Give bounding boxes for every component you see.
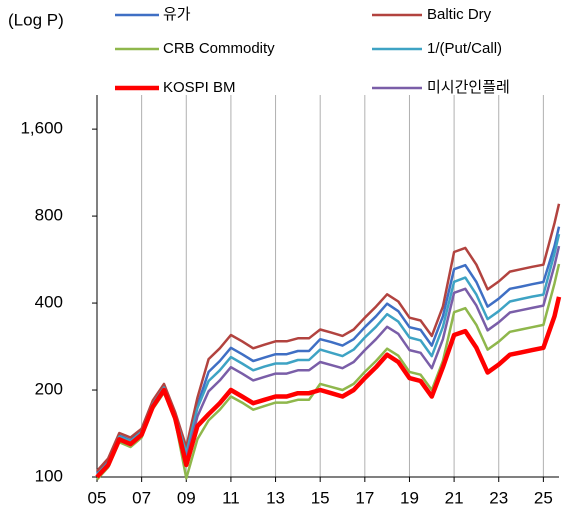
y-axis-label: (Log P)	[8, 10, 64, 29]
legend-label: 1/(Put/Call)	[427, 40, 502, 57]
series-line	[96, 203, 561, 472]
legend-label: 유가	[163, 6, 191, 23]
y-tick-label: 800	[35, 206, 63, 225]
x-tick-label: 23	[489, 488, 508, 507]
x-tick-label: 13	[266, 488, 285, 507]
x-tick-label: 09	[177, 488, 196, 507]
x-tick-label: 05	[88, 488, 107, 507]
series-line	[96, 233, 561, 476]
y-tick-label: 400	[35, 293, 63, 312]
x-tick-label: 25	[534, 488, 553, 507]
x-tick-label: 11	[222, 488, 240, 507]
x-tick-label: 17	[355, 488, 374, 507]
legend-label: 미시간인플레	[427, 79, 510, 96]
legend-label: CRB Commodity	[163, 40, 275, 57]
x-tick-label: 21	[445, 488, 464, 507]
x-tick-label: 19	[400, 488, 419, 507]
y-tick-label: 1,600	[20, 119, 63, 138]
series-line	[96, 245, 561, 478]
x-tick-label: 15	[311, 488, 330, 507]
series-line	[95, 296, 562, 479]
legend-label: KOSPI BM	[163, 79, 236, 96]
series-line	[96, 226, 561, 475]
legend-label: Baltic Dry	[427, 6, 492, 23]
y-tick-label: 100	[35, 466, 63, 485]
y-tick-label: 200	[35, 380, 63, 399]
x-tick-label: 07	[132, 488, 151, 507]
